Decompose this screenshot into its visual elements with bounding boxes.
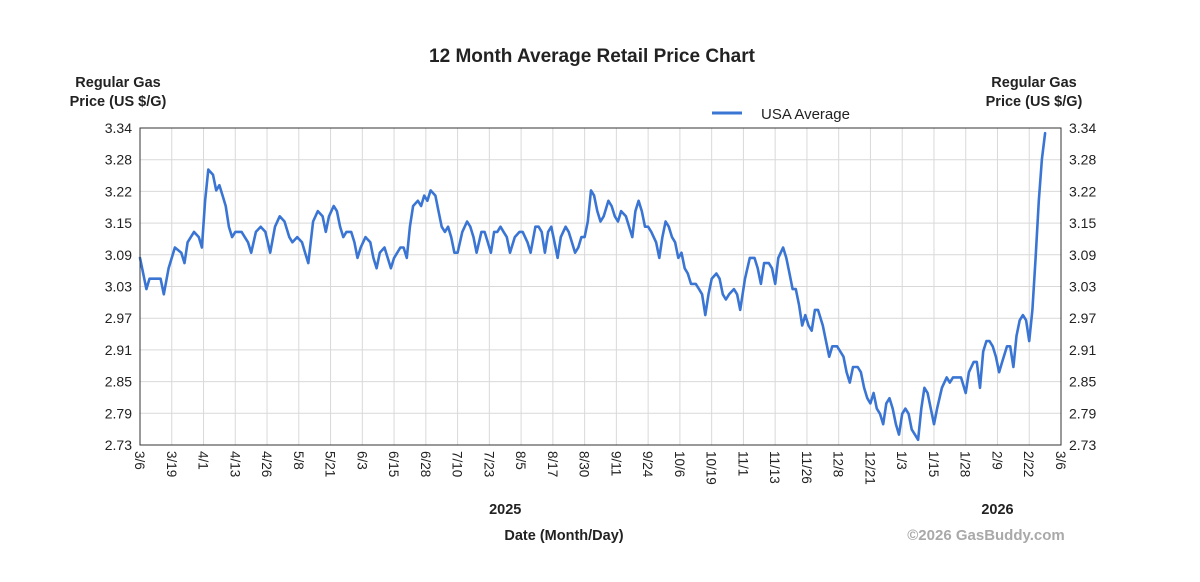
x-tick-label: 4/26 [259, 451, 274, 477]
y-axis-title-left-line1: Regular Gas [75, 75, 160, 91]
y-tick-label-right: 2.91 [1069, 342, 1096, 358]
x-tick-label: 3/6 [1053, 451, 1068, 470]
legend-label-usa-average: USA Average [761, 106, 850, 123]
x-tick-label: 2/9 [989, 451, 1004, 470]
year-label: 2026 [981, 502, 1013, 518]
y-tick-label-right: 3.09 [1069, 247, 1096, 263]
x-tick-label: 1/3 [894, 451, 909, 470]
y-tick-label-right: 3.03 [1069, 279, 1096, 295]
y-tick-labels: 3.34 3.34 3.28 3.28 3.22 3.22 3.15 3.15 3.09 3.09… [105, 120, 1097, 453]
y-tick-label-left: 3.15 [105, 215, 132, 231]
series-line-usa-average [138, 131, 1047, 442]
y-tick-label-right: 3.22 [1069, 183, 1096, 199]
x-tick-label: 4/1 [196, 451, 211, 470]
y-tick-label-left: 2.73 [105, 437, 132, 453]
y-tick-label-right: 2.73 [1069, 437, 1096, 453]
x-tick-label: 5/21 [323, 451, 338, 477]
x-tick-label: 3/6 [132, 451, 147, 470]
y-axis-title-left-line2: Price (US $/G) [70, 94, 167, 110]
x-tick-label: 12/21 [862, 451, 877, 485]
x-tick-label: 9/24 [640, 451, 655, 478]
x-axis-title: Date (Month/Day) [504, 528, 623, 544]
year-labels: 2025 2026 [489, 502, 1014, 518]
copyright-credit: ©2026 GasBuddy.com [907, 527, 1065, 544]
x-tick-label: 4/13 [227, 451, 242, 477]
y-tick-label-left: 3.09 [105, 247, 132, 263]
series-lines [138, 131, 1047, 442]
y-tick-label-right: 2.85 [1069, 374, 1096, 390]
y-axis-title-right-line1: Regular Gas [991, 75, 1076, 91]
y-tick-label-right: 2.79 [1069, 405, 1096, 421]
y-tick-label-left: 2.97 [105, 310, 132, 326]
plot-frame [139, 127, 1062, 446]
y-tick-label-right: 2.97 [1069, 310, 1096, 326]
y-tick-label-right: 3.28 [1069, 152, 1096, 168]
y-tick-label-left: 2.79 [105, 405, 132, 421]
y-tick-label-left: 3.28 [105, 152, 132, 168]
y-tick-label-left: 3.34 [105, 120, 132, 136]
y-tick-label-right: 3.15 [1069, 215, 1096, 231]
x-tick-label: 6/15 [386, 451, 401, 477]
x-tick-label: 8/5 [513, 451, 528, 470]
x-tick-label: 12/8 [831, 451, 846, 477]
y-tick-label-left: 3.22 [105, 183, 132, 199]
x-tick-label: 11/26 [799, 451, 814, 484]
x-tick-labels: 3/6 3/19 4/1 4/13 4/26 5/8 5/21 6/3 6/15 6/28 7/10… [132, 451, 1068, 485]
x-tick-label: 6/3 [354, 451, 369, 470]
x-tick-label: 8/17 [545, 451, 560, 477]
x-tick-label: 1/15 [926, 451, 941, 477]
x-tick-label: 7/23 [481, 451, 496, 477]
x-tick-label: 2/22 [1021, 451, 1036, 477]
y-tick-label-left: 2.91 [105, 342, 132, 358]
chart-title: 12 Month Average Retail Price Chart [429, 46, 756, 67]
x-tick-label: 10/6 [672, 451, 687, 477]
y-axis-title-right-line2: Price (US $/G) [986, 94, 1083, 110]
y-tick-label-left: 2.85 [105, 374, 132, 390]
x-tick-label: 11/13 [767, 451, 782, 484]
year-label: 2025 [489, 502, 521, 518]
x-tick-label: 3/19 [164, 451, 179, 477]
x-tick-label: 8/30 [577, 451, 592, 477]
x-tick-label: 11/1 [735, 451, 750, 476]
x-tick-label: 10/19 [704, 451, 719, 485]
x-tick-label: 9/11 [608, 451, 623, 476]
x-tick-label: 5/8 [291, 451, 306, 470]
y-tick-label-left: 3.03 [105, 279, 132, 295]
y-tick-label-right: 3.34 [1069, 120, 1096, 136]
x-tick-label: 7/10 [450, 451, 465, 477]
x-tick-label: 1/28 [958, 451, 973, 477]
legend: USA Average [712, 106, 850, 123]
x-tick-label: 6/28 [418, 451, 433, 477]
